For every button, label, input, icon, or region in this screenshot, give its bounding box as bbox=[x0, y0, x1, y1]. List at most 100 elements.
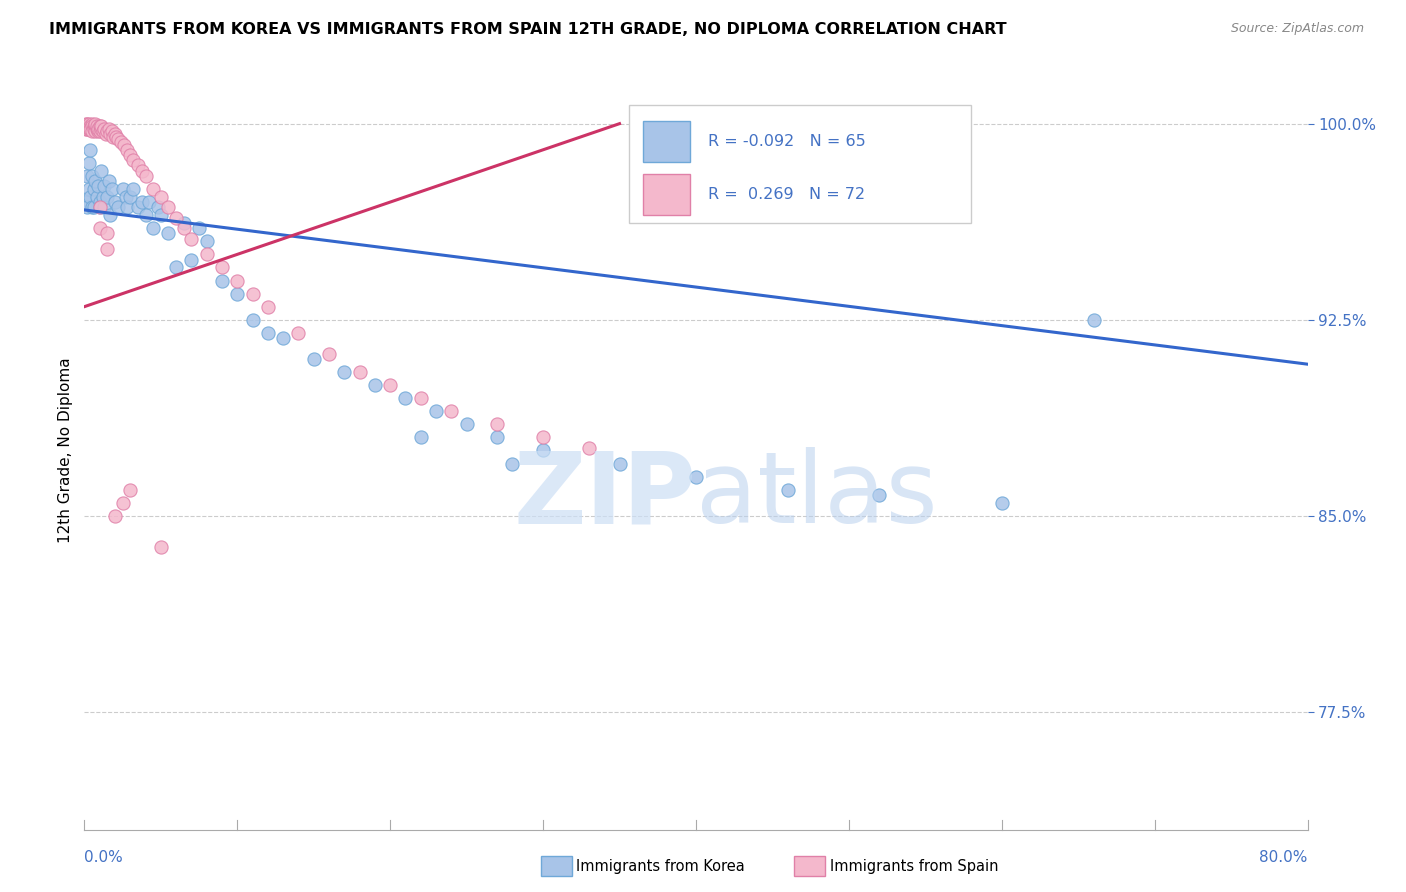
Point bbox=[111, 496, 134, 510]
Point bbox=[76, 200, 98, 214]
Point bbox=[93, 200, 115, 214]
Point bbox=[122, 182, 145, 196]
Text: R =  0.269   N = 72: R = 0.269 N = 72 bbox=[709, 187, 865, 202]
Point bbox=[364, 378, 387, 392]
FancyBboxPatch shape bbox=[644, 120, 690, 162]
Point bbox=[333, 365, 356, 379]
Point bbox=[115, 200, 138, 214]
Point bbox=[87, 124, 110, 138]
Point bbox=[165, 260, 187, 275]
Point bbox=[97, 121, 120, 136]
Point bbox=[257, 326, 280, 340]
Point bbox=[96, 190, 118, 204]
Point bbox=[165, 211, 187, 225]
Text: IMMIGRANTS FROM KOREA VS IMMIGRANTS FROM SPAIN 12TH GRADE, NO DIPLOMA CORRELATIO: IMMIGRANTS FROM KOREA VS IMMIGRANTS FROM… bbox=[49, 22, 1007, 37]
Point bbox=[101, 124, 124, 138]
Text: Source: ZipAtlas.com: Source: ZipAtlas.com bbox=[1230, 22, 1364, 36]
Point bbox=[83, 120, 105, 134]
Point bbox=[115, 143, 138, 157]
Point bbox=[84, 174, 107, 188]
Point bbox=[180, 252, 202, 267]
Point bbox=[149, 540, 172, 554]
Text: atlas: atlas bbox=[696, 448, 938, 544]
Point bbox=[111, 182, 134, 196]
Text: ZIP: ZIP bbox=[513, 448, 696, 544]
Point bbox=[122, 153, 145, 168]
Text: 80.0%: 80.0% bbox=[1260, 850, 1308, 865]
Point bbox=[86, 121, 108, 136]
Point bbox=[149, 208, 172, 222]
Point bbox=[86, 120, 108, 134]
Point bbox=[77, 117, 100, 131]
Point bbox=[425, 404, 447, 418]
Point bbox=[86, 190, 108, 204]
Point bbox=[142, 221, 165, 235]
Point bbox=[77, 182, 100, 196]
Point bbox=[96, 242, 118, 256]
Point bbox=[226, 286, 249, 301]
Point bbox=[76, 121, 98, 136]
Point bbox=[104, 127, 127, 141]
Point bbox=[157, 227, 180, 241]
Point bbox=[77, 156, 100, 170]
Point bbox=[75, 121, 97, 136]
Point bbox=[120, 190, 142, 204]
Point bbox=[349, 365, 371, 379]
Point bbox=[90, 121, 112, 136]
Point bbox=[685, 469, 707, 483]
Point bbox=[146, 200, 169, 214]
Point bbox=[142, 182, 165, 196]
Point bbox=[89, 200, 111, 214]
Point bbox=[135, 208, 157, 222]
Point bbox=[131, 163, 153, 178]
Point bbox=[75, 195, 97, 210]
Point bbox=[131, 195, 153, 210]
Point bbox=[104, 195, 127, 210]
Point bbox=[127, 200, 149, 214]
Point bbox=[271, 331, 294, 345]
Point bbox=[103, 129, 125, 144]
Point bbox=[440, 404, 463, 418]
Point bbox=[90, 163, 112, 178]
Point bbox=[98, 127, 121, 141]
Point bbox=[302, 351, 325, 366]
Point bbox=[91, 190, 114, 204]
Point bbox=[84, 120, 107, 134]
Point bbox=[394, 391, 416, 405]
Point bbox=[89, 120, 111, 134]
Point bbox=[77, 120, 100, 134]
Point bbox=[991, 496, 1014, 510]
Point bbox=[76, 169, 98, 183]
Point bbox=[135, 169, 157, 183]
Point bbox=[93, 179, 115, 194]
Point bbox=[98, 208, 121, 222]
Point bbox=[101, 182, 124, 196]
Point bbox=[79, 143, 101, 157]
Point bbox=[77, 121, 100, 136]
Point bbox=[97, 174, 120, 188]
Point bbox=[79, 190, 101, 204]
Point bbox=[114, 190, 136, 204]
Point bbox=[211, 260, 233, 275]
Point bbox=[105, 129, 128, 144]
Point bbox=[87, 121, 110, 136]
Text: R = -0.092   N = 65: R = -0.092 N = 65 bbox=[709, 135, 866, 149]
Point bbox=[138, 195, 160, 210]
Point bbox=[89, 221, 111, 235]
Point bbox=[188, 221, 211, 235]
Point bbox=[107, 132, 129, 146]
Text: 0.0%: 0.0% bbox=[84, 850, 124, 865]
Point bbox=[120, 483, 142, 497]
Point bbox=[287, 326, 309, 340]
Point bbox=[226, 273, 249, 287]
Point bbox=[80, 169, 103, 183]
Point bbox=[80, 117, 103, 131]
Point bbox=[195, 247, 218, 261]
Point bbox=[84, 124, 107, 138]
Point bbox=[89, 124, 111, 138]
Point bbox=[79, 120, 101, 134]
Point bbox=[318, 347, 340, 361]
Point bbox=[486, 430, 509, 444]
Point bbox=[502, 457, 524, 471]
Y-axis label: 12th Grade, No Diploma: 12th Grade, No Diploma bbox=[58, 358, 73, 543]
